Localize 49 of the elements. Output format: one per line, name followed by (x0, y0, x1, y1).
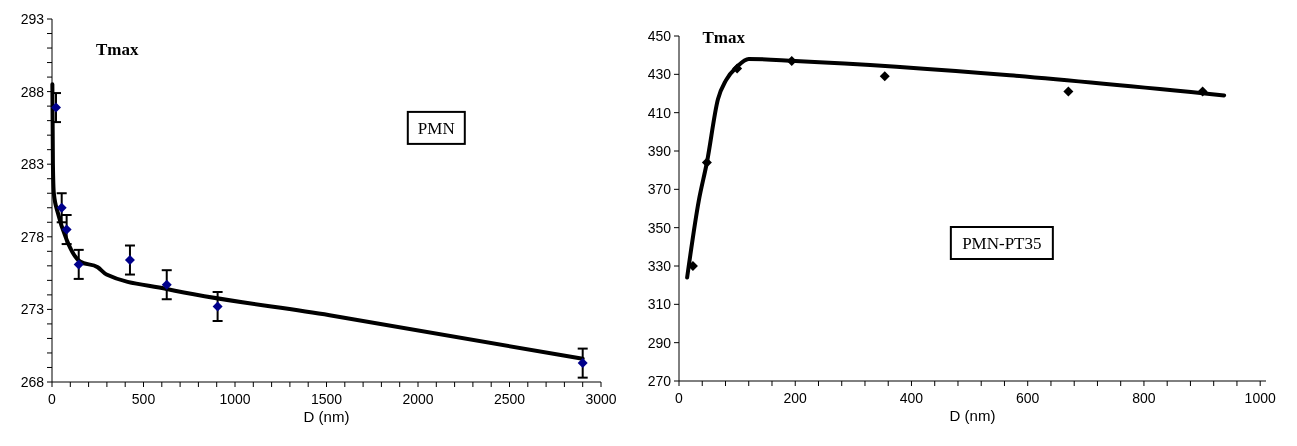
y-tick-label: 278 (20, 228, 45, 245)
point (212, 301, 223, 312)
x-tick-label: 400 (899, 390, 924, 406)
point (124, 255, 135, 266)
x-tick-label: 0 (675, 390, 684, 406)
y-tick-label: 268 (20, 374, 45, 390)
y-tick-label: 390 (647, 143, 672, 159)
y-tick-label: 330 (647, 258, 672, 274)
point (1197, 86, 1208, 97)
point (51, 102, 62, 113)
point (73, 259, 84, 270)
x-tick-label: 0 (48, 391, 57, 407)
y-tick-label: 273 (20, 301, 45, 318)
y-tick-label: 350 (647, 219, 672, 236)
y-tick-label: 450 (647, 28, 672, 44)
y-tick-label: 310 (647, 296, 672, 313)
y-tick-label: 288 (20, 83, 45, 100)
x-tick-label: 2500 (493, 391, 526, 407)
y-tick-label: 293 (20, 11, 45, 27)
y-tick-label: 430 (647, 66, 672, 83)
x-axis-title: D (nm) (303, 408, 350, 425)
y-tick-label: 370 (647, 181, 672, 198)
point (56, 202, 67, 213)
point (701, 157, 712, 168)
point (879, 71, 890, 82)
text: Tmax (95, 39, 139, 59)
x-tick-label: 1000 (1244, 390, 1276, 406)
x-tick-label: 3000 (585, 391, 617, 407)
point (732, 63, 743, 74)
x-axis-title: D (nm) (949, 407, 996, 424)
y-tick-label: 410 (647, 104, 672, 121)
y-tick-label: 270 (647, 373, 672, 389)
x-tick-label: 1000 (219, 391, 251, 407)
y-tick-label: 290 (647, 334, 672, 351)
x-tick-label: 200 (783, 390, 808, 406)
x-tick-label: 2000 (402, 391, 434, 407)
x-tick-label: 800 (1132, 390, 1156, 406)
chart-title: Tmax (702, 28, 746, 48)
annotation: PMN-PT35 (962, 234, 1042, 253)
x-tick-label: 1500 (310, 391, 343, 407)
point (61, 224, 72, 235)
y-tick-label: 283 (20, 156, 45, 173)
point (577, 358, 588, 369)
x-tick-label: 600 (1016, 390, 1040, 406)
annotation: PMN (417, 118, 455, 138)
point (161, 279, 172, 290)
x-tick-label: 500 (131, 391, 156, 407)
line-series (685, 57, 1227, 280)
point (1063, 86, 1074, 97)
